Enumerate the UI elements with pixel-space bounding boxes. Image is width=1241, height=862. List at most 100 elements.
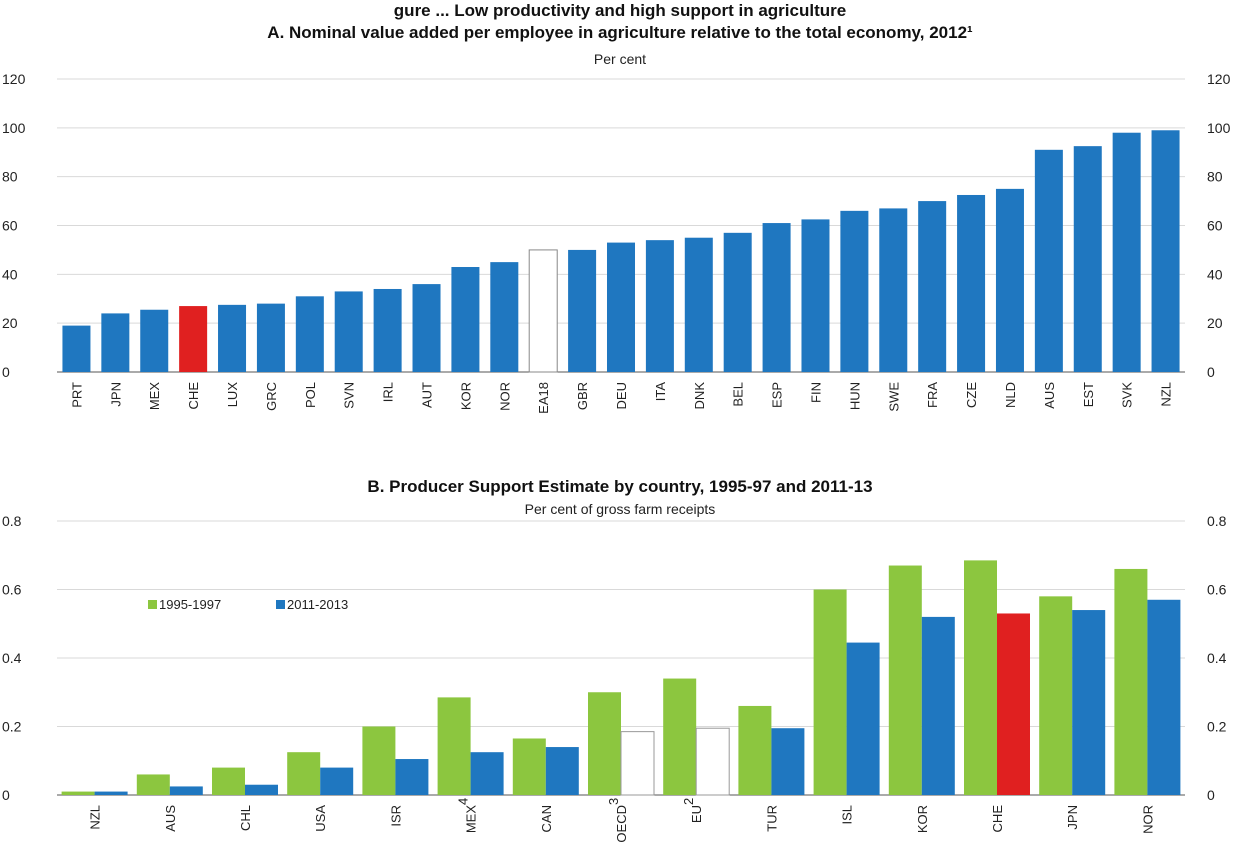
panel-a-bar-nld <box>995 188 1024 372</box>
panel-b-category-label-group: CAN <box>539 805 554 832</box>
panel-b-category-footnote: 4 <box>456 798 471 805</box>
panel-b-bar-can-2011-2013 <box>545 747 579 795</box>
panel-a-bar-jpn <box>101 313 130 372</box>
panel-b-category-label: MEX <box>464 805 479 834</box>
panel-a-bar-hun <box>840 210 869 372</box>
panel-b-category-footnote: 3 <box>606 798 621 805</box>
legend-label-1995-1997: 1995-1997 <box>159 597 221 612</box>
panel-a-y-tick-left: 80 <box>2 169 18 185</box>
panel-b-category-label: ISL <box>840 805 855 825</box>
panel-b-bar-nzl-2011-2013 <box>94 791 128 795</box>
panel-b-category-label: CAN <box>539 805 554 832</box>
panel-a-subtitle: Per cent <box>594 51 646 67</box>
panel-b-subtitle: Per cent of gross farm receipts <box>525 501 716 517</box>
panel-b-y-tick-left: 0.6 <box>2 582 22 598</box>
panel-a-bar-fin <box>801 219 830 372</box>
panel-a-category-label: EST <box>1081 382 1096 407</box>
panel-a-y-tick-right: 120 <box>1207 71 1231 87</box>
panel-b-category-label-group: KOR <box>915 805 930 833</box>
panel-a-category-labels: PRT JPN MEX CHE LUX GRC POL SVN IRL AUT KOR NOR EA18… <box>69 382 1173 414</box>
panel-a-category-label: JPN <box>108 382 123 407</box>
panel-b-bar-usa-2011-2013 <box>320 767 354 795</box>
panel-a-y-tick-right: 40 <box>1207 266 1223 282</box>
panel-a-bar-nor <box>490 262 519 372</box>
panel-b-category-label: NZL <box>88 805 103 830</box>
panel-b-y-tick-right: 0.6 <box>1207 582 1227 598</box>
panel-a-y-axis-left: 0 20 40 60 80 100 120 <box>2 71 26 380</box>
panel-b-category-label: ISR <box>388 805 403 827</box>
panel-b-bar-kor-2011-2013 <box>921 616 955 795</box>
panel-b-y-tick-right: 0.4 <box>1207 650 1227 666</box>
panel-b-bar-chl-1995-1997 <box>212 767 245 795</box>
panel-b-y-tick-right: 0 <box>1207 787 1215 803</box>
panel-a-bar-swe <box>879 208 908 372</box>
panel-a-bar-esp <box>762 223 791 372</box>
page-title: gure ... Low productivity and high suppo… <box>394 1 846 20</box>
panel-a-category-label: DNK <box>692 382 707 410</box>
panel-a-category-label: GRC <box>264 382 279 411</box>
panel-b-category-label-group: ISR <box>388 805 403 827</box>
panel-a-y-tick-right: 80 <box>1207 169 1223 185</box>
panel-b-y-tick-right: 0.8 <box>1207 513 1227 529</box>
panel-a-y-tick-left: 40 <box>2 266 18 282</box>
panel-b-bar-nzl-1995-1997 <box>61 791 95 795</box>
panel-a-bar-deu <box>606 242 636 372</box>
panel-a-bar-che <box>179 306 208 372</box>
panel-a-bar-gbr <box>568 249 597 372</box>
panel-b-bar-usa-1995-1997 <box>287 752 321 795</box>
panel-b-bar-nor-2011-2013 <box>1147 599 1181 795</box>
panel-a-bar-cze <box>957 194 986 372</box>
panel-a-y-tick-right: 100 <box>1207 120 1231 136</box>
panel-b-bar-chl-2011-2013 <box>245 784 278 795</box>
panel-b-y-tick-left: 0.8 <box>2 513 22 529</box>
panel-a-bar-bel <box>723 232 752 372</box>
panel-b-category-label: USA <box>313 805 328 832</box>
panel-a-category-label: BEL <box>731 382 746 407</box>
panel-a-bar-ita <box>645 240 674 372</box>
panel-b-bar-isr-2011-2013 <box>395 759 429 795</box>
panel-b-bar-che-1995-1997 <box>964 560 997 795</box>
panel-a-bar-aus <box>1034 149 1063 372</box>
panel-b-category-label: KOR <box>915 805 930 833</box>
panel-b-category-label: CHL <box>238 805 253 831</box>
panel-a: A. Nominal value added per employee in a… <box>2 23 1231 414</box>
panel-a-bar-nzl <box>1151 130 1180 372</box>
panel-a-category-label: CZE <box>964 382 979 408</box>
panel-b-category-label-group: ISL <box>840 805 855 825</box>
panel-a-bar-dnk <box>684 237 713 372</box>
panel-b-y-axis-left: 0 0.2 0.4 0.6 0.8 <box>2 513 22 803</box>
panel-a-y-tick-left: 0 <box>2 364 10 380</box>
panel-b-bar-oecd-2011-2013 <box>620 731 655 796</box>
panel-b-category-label: CHE <box>990 805 1005 833</box>
panel-b-category-footnote: 2 <box>681 798 696 805</box>
panel-b-bar-isr-1995-1997 <box>362 726 396 795</box>
panel-b-category-label: AUS <box>163 805 178 832</box>
panel-a-bar-svk <box>1112 132 1141 372</box>
panel-b-bar-tur-2011-2013 <box>771 728 805 795</box>
panel-a-category-label: MEX <box>147 382 162 411</box>
panel-a-y-axis-right: 0 20 40 60 80 100 120 <box>1207 71 1231 380</box>
panel-a-category-label: IRL <box>381 382 396 402</box>
legend-swatch-1995-1997 <box>148 600 157 609</box>
panel-a-bar-kor <box>451 267 480 372</box>
panel-a-bar-pol <box>295 296 324 372</box>
panel-a-category-label: KOR <box>458 382 473 410</box>
panel-b-category-label: JPN <box>1065 805 1080 830</box>
legend-label-2011-2013: 2011-2013 <box>287 597 348 612</box>
panel-a-bar-fra <box>918 201 947 372</box>
panel-b-bar-eu-2011-2013 <box>695 727 730 796</box>
panel-a-y-tick-left: 20 <box>2 315 18 331</box>
panel-b-bar-jpn-1995-1997 <box>1039 596 1073 795</box>
panel-a-category-label: SVN <box>342 382 357 409</box>
panel-b-category-label-group: AUS <box>163 805 178 832</box>
panel-b-bar-che-2011-2013 <box>997 613 1030 795</box>
panel-a-bar-irl <box>373 288 402 372</box>
panel-a-bar-ea18 <box>528 249 558 373</box>
panel-a-category-label: GBR <box>575 382 590 410</box>
panel-a-y-tick-right: 0 <box>1207 364 1215 380</box>
panel-a-y-tick-right: 20 <box>1207 315 1223 331</box>
panel-b-category-label-group: CHE <box>990 805 1005 833</box>
panel-a-category-label: EA18 <box>536 382 551 414</box>
panel-b-category-label: NOR <box>1140 805 1155 834</box>
